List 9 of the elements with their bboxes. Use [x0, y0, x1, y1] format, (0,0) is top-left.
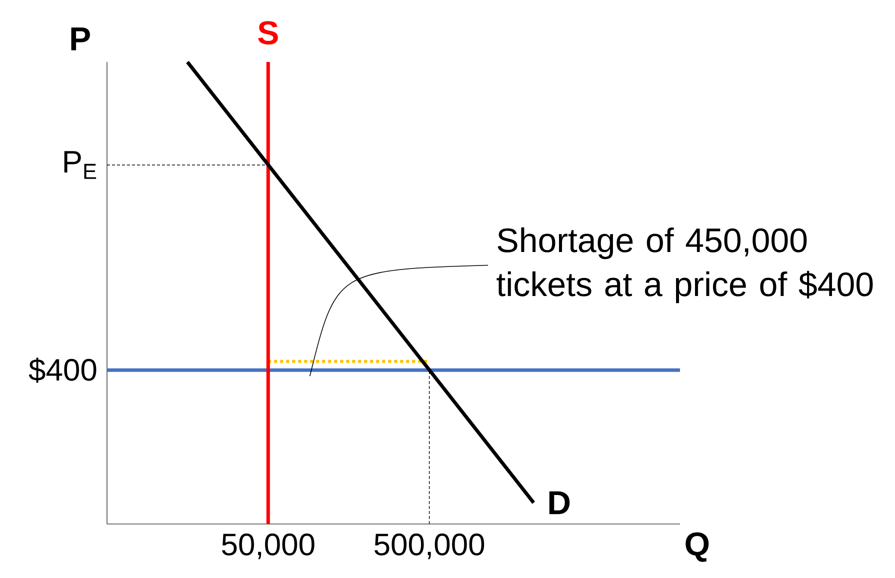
series-label: D: [549, 491, 570, 514]
x-tick-label: 500,000: [374, 534, 484, 560]
text: P$_{E}$: [64, 151, 96, 179]
x-tick-label: 50,000: [222, 534, 314, 560]
y-axis-title: P: [71, 28, 90, 50]
text: $400: [28, 358, 96, 383]
series-label: S: [258, 21, 278, 44]
annotation: Shortage of 450,000 tickets at a price of $400: [496, 227, 873, 304]
x-axis-title: Q: [686, 532, 709, 562]
